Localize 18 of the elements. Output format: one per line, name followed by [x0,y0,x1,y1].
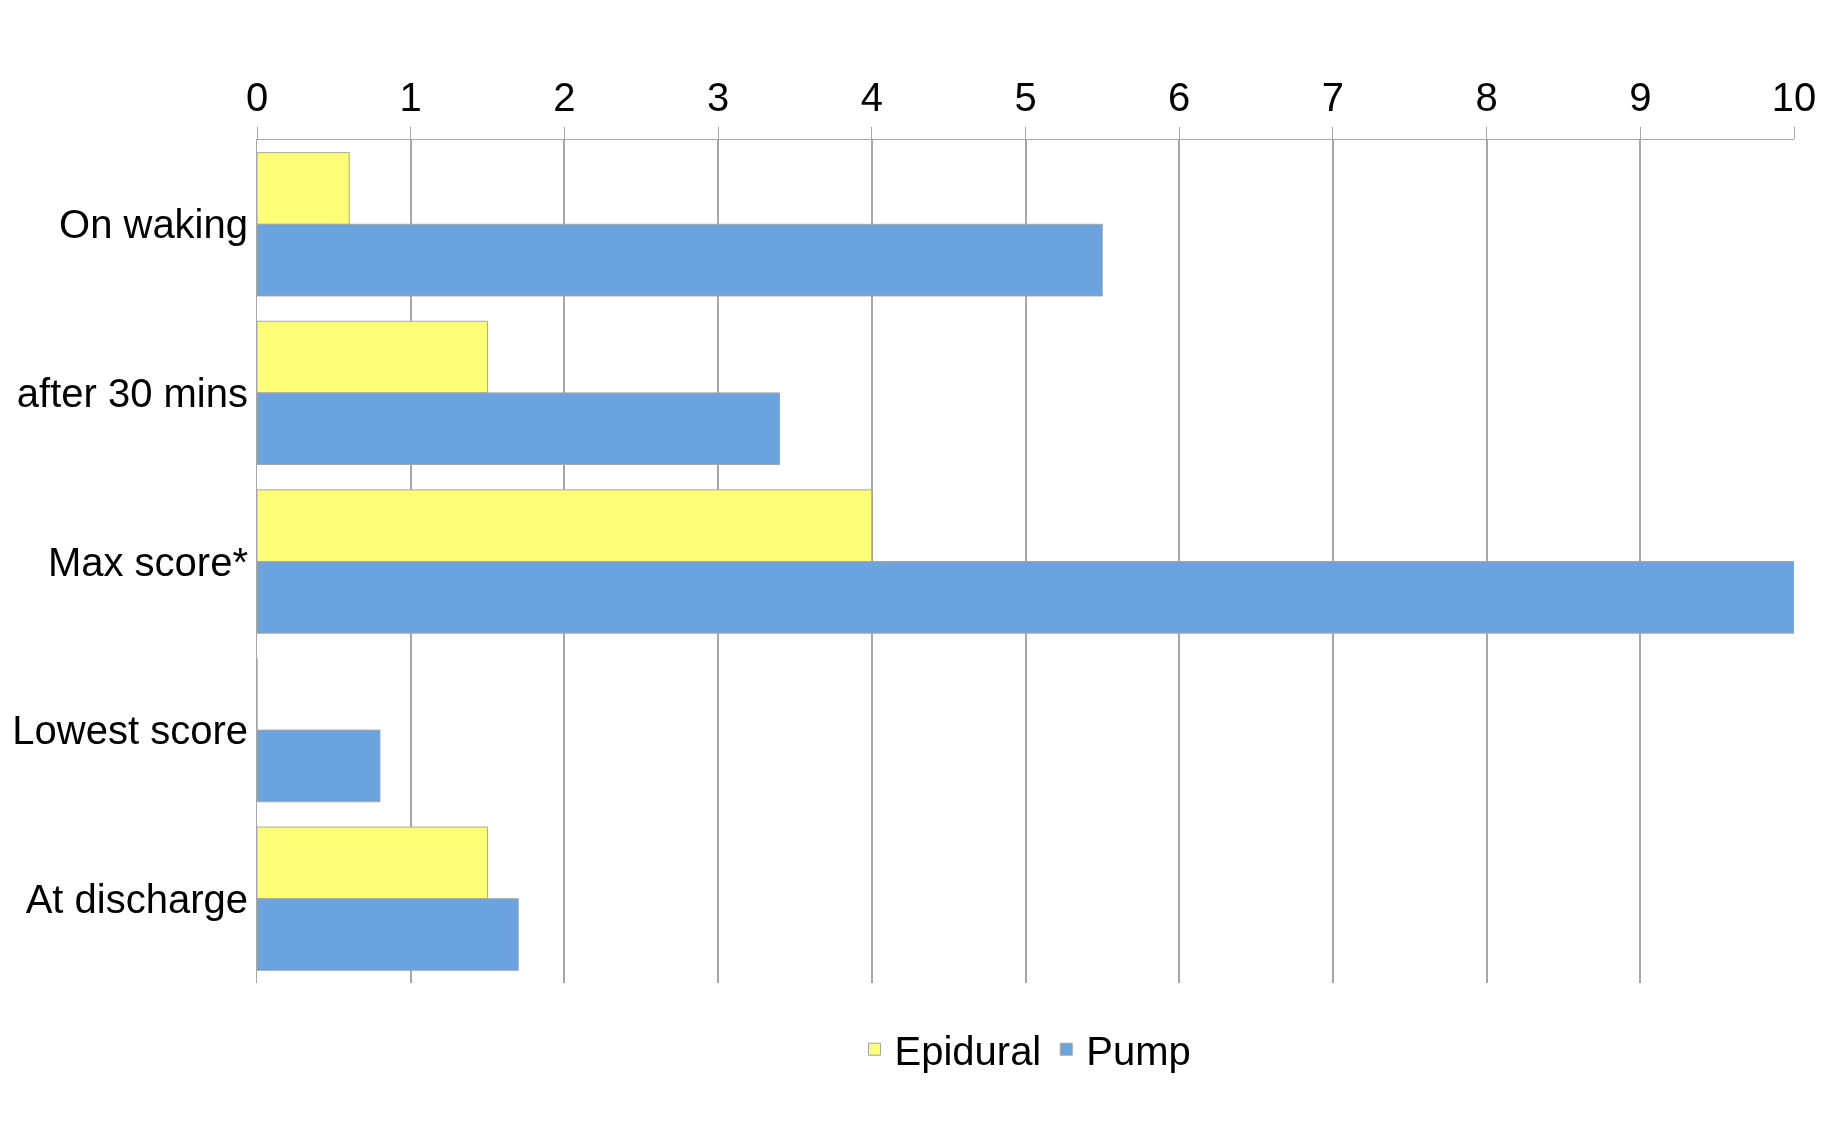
x-tick-label: 4 [860,75,883,119]
x-tick-label: 9 [1629,75,1652,119]
x-tick-label: 3 [706,75,730,119]
y-tick-label: Lowest score [12,708,248,753]
y-tick-label: after 30 mins [16,370,248,415]
x-tick-label: 6 [1168,75,1191,119]
y-tick-label: At discharge [25,876,248,921]
x-tick-label: 7 [1321,75,1345,119]
x-tick-label: 8 [1475,75,1498,119]
y-tick-label: On waking [59,202,248,247]
x-tick-label: 2 [553,75,576,119]
x-tick-label: 0 [245,75,269,119]
x-tick-label: 5 [1014,75,1037,119]
x-tick-label: 10 [1771,75,1817,119]
legend-label: Epidural [894,1028,1042,1073]
legend-label: Pump [1086,1028,1191,1073]
x-tick-label: 1 [399,75,422,119]
y-tick-label: Max score* [47,539,248,584]
